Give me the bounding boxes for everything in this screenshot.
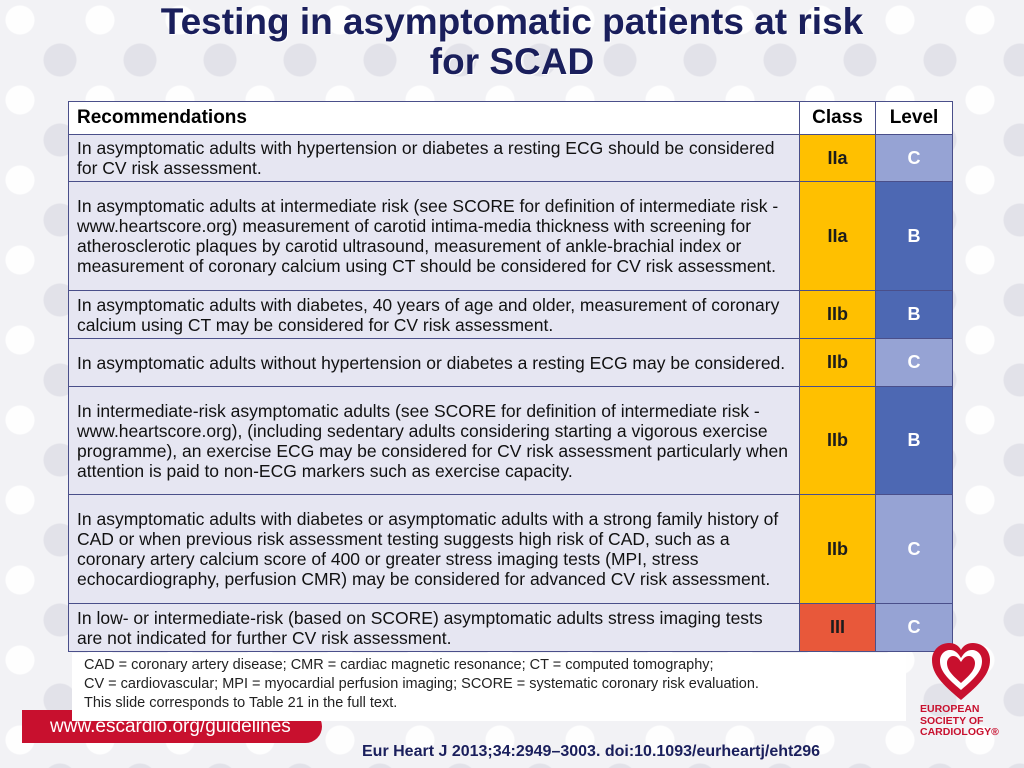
table-row: In asymptomatic adults without hypertens… — [68, 338, 953, 387]
header-level: Level — [875, 101, 953, 135]
level-badge: C — [875, 603, 953, 652]
journal-citation: Eur Heart J 2013;34:2949–3003. doi:10.10… — [362, 743, 821, 760]
recommendation-text: In asymptomatic adults at intermediate r… — [68, 181, 800, 291]
class-badge: IIb — [799, 338, 876, 387]
abbreviations-footnote: CAD = coronary artery disease; CMR = car… — [72, 653, 906, 721]
class-badge: III — [799, 603, 876, 652]
esc-logo: EUROPEAN SOCIETY OF CARDIOLOGY® — [918, 640, 1004, 750]
level-badge: B — [875, 386, 953, 495]
class-badge: IIa — [799, 181, 876, 291]
table-row: In asymptomatic adults with diabetes, 40… — [68, 290, 953, 339]
table-row: In low- or intermediate-risk (based on S… — [68, 603, 953, 652]
logo-line-2: SOCIETY OF — [920, 714, 984, 727]
level-badge: C — [875, 494, 953, 604]
level-badge: C — [875, 338, 953, 387]
heart-logo-icon — [932, 643, 990, 700]
table-row: In asymptomatic adults with hypertension… — [68, 134, 953, 182]
recommendation-text: In asymptomatic adults with diabetes, 40… — [68, 290, 800, 339]
esc-logo-text: EUROPEAN SOCIETY OF CARDIOLOGY® — [918, 703, 1004, 739]
recommendation-text: In intermediate-risk asymptomatic adults… — [68, 386, 800, 495]
logo-line-3: CARDIOLOGY® — [920, 726, 999, 738]
recommendation-text: In asymptomatic adults without hypertens… — [68, 338, 800, 387]
table-header-row: Recommendations Class Level — [68, 101, 953, 135]
slide-title: Testing in asymptomatic patients at risk… — [0, 2, 1024, 82]
recommendation-text: In low- or intermediate-risk (based on S… — [68, 603, 800, 652]
footnote-line-2: CV = cardiovascular; MPI = myocardial pe… — [84, 676, 759, 692]
footnote-line-3: This slide corresponds to Table 21 in th… — [84, 695, 398, 711]
level-badge: B — [875, 181, 953, 291]
recommendations-table: Recommendations Class Level In asymptoma… — [68, 101, 953, 652]
recommendation-text: In asymptomatic adults with hypertension… — [68, 134, 800, 182]
slide-title-line-2: for SCAD — [429, 41, 595, 82]
footnote-line-1: CAD = coronary artery disease; CMR = car… — [84, 657, 714, 673]
table-row: In intermediate-risk asymptomatic adults… — [68, 386, 953, 495]
class-badge: IIa — [799, 134, 876, 182]
table-row: In asymptomatic adults at intermediate r… — [68, 181, 953, 291]
table-row: In asymptomatic adults with diabetes or … — [68, 494, 953, 604]
header-recommendations: Recommendations — [68, 101, 800, 135]
slide-title-line-1: Testing in asymptomatic patients at risk — [160, 1, 864, 42]
level-badge: C — [875, 134, 953, 182]
logo-line-1: EUROPEAN — [920, 703, 980, 715]
class-badge: IIb — [799, 494, 876, 604]
class-badge: IIb — [799, 386, 876, 495]
recommendation-text: In asymptomatic adults with diabetes or … — [68, 494, 800, 604]
header-class: Class — [799, 101, 876, 135]
level-badge: B — [875, 290, 953, 339]
class-badge: IIb — [799, 290, 876, 339]
